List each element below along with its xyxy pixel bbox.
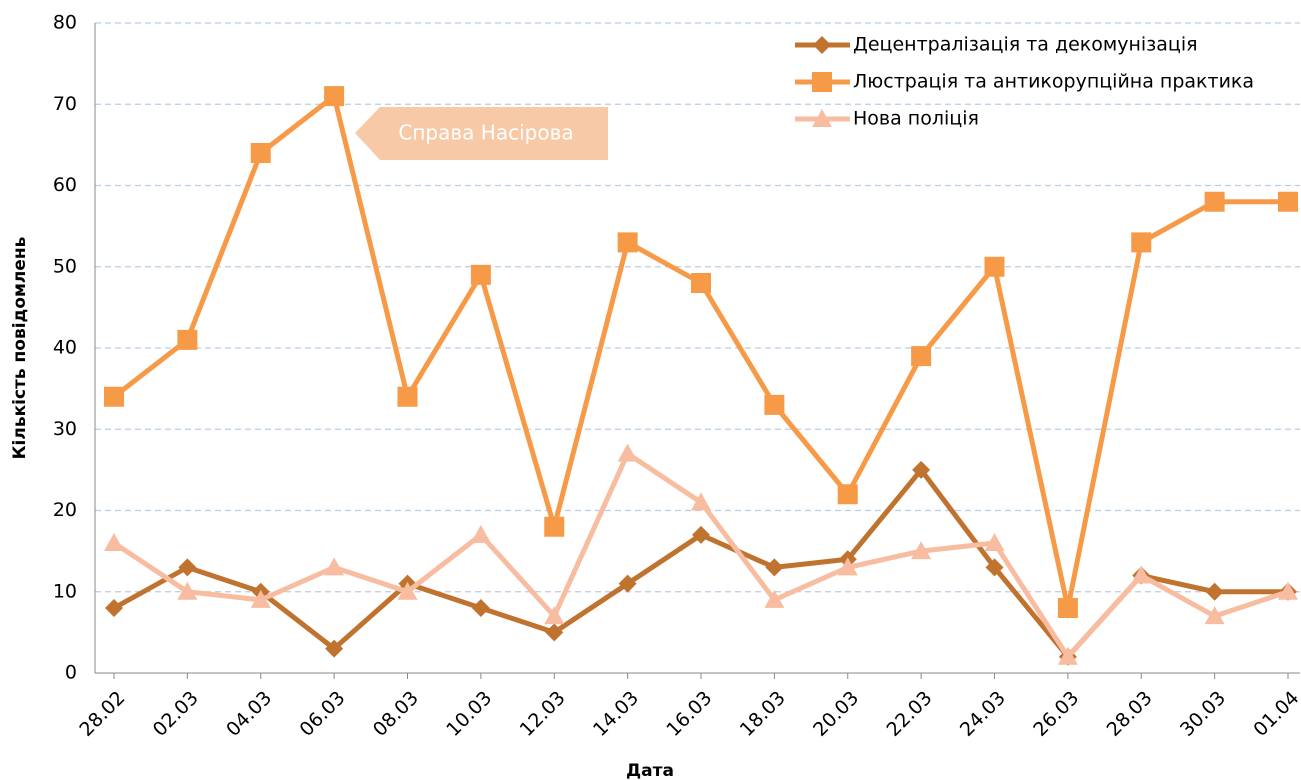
marker — [544, 606, 565, 625]
y-tick-label: 80 — [53, 12, 77, 34]
x-tick-label: 22.03 — [883, 687, 937, 741]
marker — [812, 72, 832, 92]
x-axis-label: Дата — [626, 761, 674, 780]
marker — [1204, 191, 1225, 212]
x-tick-label: 18.03 — [736, 687, 790, 741]
x-tick-label: 01.04 — [1249, 687, 1301, 741]
marker — [764, 589, 785, 608]
marker — [837, 557, 858, 576]
marker — [764, 394, 785, 415]
marker — [617, 232, 638, 253]
marker — [397, 581, 418, 600]
y-tick-label: 30 — [53, 418, 77, 440]
marker — [104, 533, 124, 551]
y-tick-label: 0 — [65, 662, 77, 684]
marker — [1278, 191, 1298, 212]
y-tick-label: 60 — [53, 174, 77, 196]
marker — [470, 524, 491, 543]
marker — [177, 329, 198, 350]
legend-label: Люстрація та антикорупційна практика — [853, 71, 1254, 93]
marker — [1278, 581, 1298, 600]
marker — [324, 557, 345, 576]
marker — [1204, 606, 1225, 625]
marker — [1057, 598, 1078, 618]
marker — [177, 581, 198, 600]
x-tick-label: 12.03 — [516, 687, 570, 741]
x-tick-label: 06.03 — [296, 687, 350, 741]
marker — [104, 386, 124, 407]
marker — [985, 558, 1004, 577]
y-tick-label: 20 — [53, 499, 77, 521]
marker — [397, 386, 418, 407]
marker — [618, 574, 637, 593]
x-tick-label: 28.02 — [75, 687, 129, 741]
legend-label: Нова поліція — [853, 108, 979, 130]
marker — [545, 623, 564, 642]
marker — [617, 443, 638, 462]
marker — [1057, 646, 1078, 665]
marker — [470, 264, 491, 285]
marker — [325, 639, 344, 658]
x-tick-label: 20.03 — [809, 687, 863, 741]
marker — [1131, 565, 1152, 584]
x-tick-label: 26.03 — [1029, 687, 1083, 741]
marker — [911, 541, 932, 560]
x-tick-label: 30.03 — [1176, 687, 1230, 741]
y-tick-label: 10 — [53, 580, 77, 602]
x-tick-label: 14.03 — [589, 687, 643, 741]
x-tick-label: 02.03 — [149, 687, 203, 741]
marker — [837, 484, 858, 505]
marker — [250, 589, 271, 608]
marker — [912, 460, 931, 479]
marker — [691, 492, 711, 511]
x-tick-label: 08.03 — [369, 687, 423, 741]
marker — [765, 558, 784, 577]
marker — [813, 36, 831, 54]
marker — [544, 516, 565, 537]
legend-label: Децентралізація та декомунізація — [853, 34, 1198, 56]
marker — [178, 558, 197, 577]
marker — [324, 86, 345, 107]
x-tick-label: 10.03 — [442, 687, 496, 741]
x-tick-label: 28.03 — [1103, 687, 1157, 741]
marker — [105, 599, 123, 617]
marker — [250, 143, 271, 163]
annotation-box — [355, 107, 608, 160]
annotation: Справа Насірова — [398, 121, 573, 145]
marker — [984, 533, 1005, 551]
marker — [471, 599, 490, 617]
marker — [691, 273, 711, 293]
marker — [692, 525, 710, 544]
marker — [1205, 582, 1224, 601]
marker — [984, 256, 1005, 277]
y-tick-label: 40 — [53, 337, 77, 359]
x-tick-label: 04.03 — [222, 687, 276, 741]
marker — [911, 346, 932, 367]
marker — [1131, 232, 1152, 253]
marker — [812, 109, 832, 127]
y-tick-label: 70 — [53, 93, 77, 115]
series-line — [112, 451, 1289, 660]
y-axis-label: Кількість повідомлень — [10, 237, 30, 460]
y-tick-label: 50 — [53, 255, 77, 277]
x-tick-label: 16.03 — [662, 687, 716, 741]
x-tick-label: 24.03 — [956, 687, 1010, 741]
